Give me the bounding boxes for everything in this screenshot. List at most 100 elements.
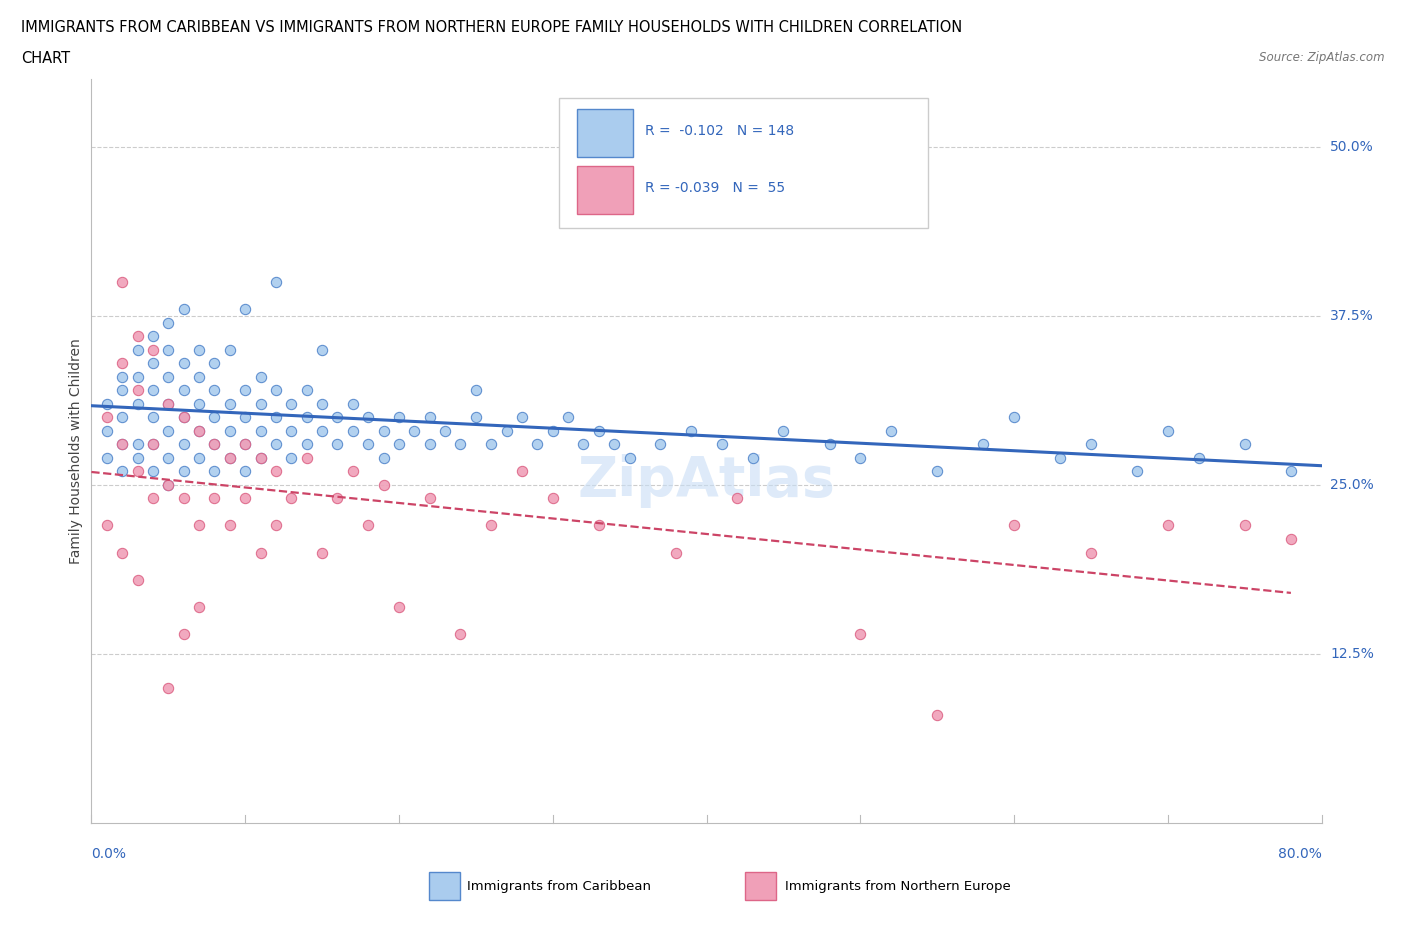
Point: [1049, 450, 1071, 465]
Point: [127, 396, 149, 411]
Point: [464, 410, 486, 425]
Point: [188, 450, 211, 465]
Point: [357, 518, 380, 533]
Point: [342, 396, 364, 411]
Point: [157, 342, 180, 357]
Point: [127, 450, 149, 465]
Text: 80.0%: 80.0%: [1278, 847, 1322, 861]
Point: [157, 681, 180, 696]
Point: [142, 383, 165, 398]
Point: [111, 464, 134, 479]
Point: [849, 626, 872, 641]
Point: [419, 410, 441, 425]
Point: [202, 437, 225, 452]
Point: [173, 410, 195, 425]
Text: 50.0%: 50.0%: [1330, 140, 1374, 153]
Point: [249, 545, 271, 560]
Point: [202, 355, 225, 370]
Point: [404, 423, 426, 438]
Point: [142, 355, 165, 370]
Point: [188, 342, 211, 357]
Point: [388, 437, 411, 452]
Point: [233, 301, 256, 316]
Point: [295, 437, 318, 452]
Point: [188, 396, 211, 411]
Point: [233, 464, 256, 479]
Point: [588, 518, 610, 533]
Point: [373, 477, 395, 492]
Point: [295, 450, 318, 465]
Point: [127, 572, 149, 587]
Point: [173, 301, 195, 316]
Point: [280, 491, 302, 506]
Point: [157, 477, 180, 492]
Point: [326, 437, 349, 452]
Point: [127, 437, 149, 452]
Point: [96, 396, 118, 411]
Point: [249, 450, 271, 465]
Point: [295, 410, 318, 425]
Point: [280, 450, 302, 465]
Point: [218, 342, 240, 357]
Point: [588, 423, 610, 438]
FancyBboxPatch shape: [578, 109, 633, 157]
FancyBboxPatch shape: [558, 98, 928, 228]
Point: [188, 599, 211, 614]
Point: [1279, 532, 1302, 547]
Point: [111, 437, 134, 452]
Point: [188, 518, 211, 533]
Text: CHART: CHART: [21, 51, 70, 66]
Point: [157, 396, 180, 411]
Point: [510, 464, 533, 479]
Point: [218, 450, 240, 465]
Point: [127, 369, 149, 384]
Point: [479, 437, 502, 452]
Point: [264, 383, 287, 398]
Point: [311, 342, 333, 357]
Point: [665, 545, 688, 560]
Point: [249, 450, 271, 465]
Point: [233, 383, 256, 398]
Point: [96, 423, 118, 438]
Point: [710, 437, 733, 452]
Point: [249, 396, 271, 411]
Point: [188, 369, 211, 384]
Point: [495, 423, 517, 438]
Point: [388, 410, 411, 425]
Point: [280, 396, 302, 411]
Point: [619, 450, 641, 465]
Point: [142, 342, 165, 357]
Text: 37.5%: 37.5%: [1330, 309, 1374, 323]
Point: [295, 383, 318, 398]
Point: [202, 491, 225, 506]
Text: 0.0%: 0.0%: [91, 847, 127, 861]
Point: [202, 437, 225, 452]
Point: [772, 423, 794, 438]
Point: [1233, 437, 1256, 452]
Text: Immigrants from Northern Europe: Immigrants from Northern Europe: [785, 880, 1011, 893]
Point: [202, 410, 225, 425]
Point: [218, 450, 240, 465]
Point: [1187, 450, 1209, 465]
Point: [311, 423, 333, 438]
Point: [157, 423, 180, 438]
Point: [1002, 518, 1025, 533]
Point: [1080, 437, 1102, 452]
Point: [357, 410, 380, 425]
Point: [233, 410, 256, 425]
Point: [157, 369, 180, 384]
Point: [357, 437, 380, 452]
Point: [218, 396, 240, 411]
Point: [142, 464, 165, 479]
Point: [342, 423, 364, 438]
Point: [419, 491, 441, 506]
Point: [1157, 518, 1180, 533]
Point: [157, 477, 180, 492]
Point: [127, 328, 149, 343]
Point: [1080, 545, 1102, 560]
Point: [188, 423, 211, 438]
Point: [1279, 464, 1302, 479]
Point: [1126, 464, 1149, 479]
Point: [449, 626, 471, 641]
Point: [96, 450, 118, 465]
